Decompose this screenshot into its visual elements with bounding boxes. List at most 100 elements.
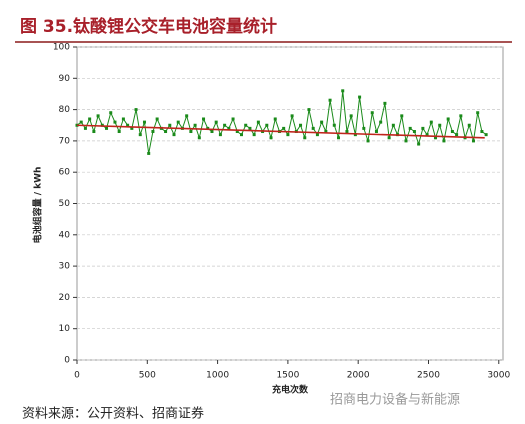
y-tick-label: 30 bbox=[59, 262, 71, 272]
data-point bbox=[421, 126, 425, 130]
y-tick-label: 10 bbox=[59, 324, 71, 334]
series-line bbox=[76, 124, 485, 139]
data-point bbox=[130, 126, 134, 130]
y-tick-label: 0 bbox=[64, 356, 70, 366]
data-point bbox=[471, 139, 475, 143]
data-point bbox=[134, 108, 138, 112]
watermark: 招商电力设备与新能源 bbox=[330, 392, 460, 408]
data-point bbox=[138, 133, 142, 137]
data-point bbox=[434, 136, 438, 140]
data-point bbox=[303, 136, 307, 140]
data-point bbox=[147, 151, 151, 155]
data-point bbox=[429, 120, 433, 124]
x-tick-label: 500 bbox=[139, 371, 156, 381]
data-point bbox=[337, 136, 341, 140]
x-tick-label: 1000 bbox=[206, 371, 229, 381]
data-point bbox=[92, 130, 96, 134]
data-point bbox=[239, 133, 243, 137]
y-tick-label: 80 bbox=[59, 105, 71, 115]
data-point bbox=[185, 114, 189, 118]
data-point bbox=[286, 133, 290, 137]
data-point bbox=[83, 126, 87, 130]
data-point bbox=[290, 114, 294, 118]
data-point bbox=[391, 123, 395, 127]
data-point bbox=[151, 130, 155, 134]
data-point bbox=[425, 133, 429, 137]
data-point bbox=[96, 114, 100, 118]
data-point bbox=[168, 123, 172, 127]
data-point bbox=[408, 126, 412, 130]
y-tick-label: 100 bbox=[53, 43, 70, 53]
x-tick-label: 2000 bbox=[347, 371, 370, 381]
data-point bbox=[345, 130, 349, 134]
data-point bbox=[202, 117, 206, 121]
y-tick-label: 20 bbox=[59, 293, 71, 303]
data-point bbox=[358, 95, 362, 99]
data-point bbox=[446, 117, 450, 121]
data-point bbox=[126, 123, 130, 127]
data-point bbox=[273, 117, 277, 121]
data-point bbox=[324, 130, 328, 134]
data-point bbox=[328, 98, 332, 102]
data-point bbox=[193, 123, 197, 127]
data-point bbox=[311, 126, 315, 130]
data-point bbox=[265, 123, 269, 127]
data-point bbox=[109, 111, 113, 115]
data-point bbox=[332, 123, 336, 127]
data-point bbox=[383, 101, 387, 105]
data-point bbox=[282, 126, 286, 130]
data-point bbox=[374, 130, 378, 134]
data-point bbox=[442, 139, 446, 143]
y-tick-label: 70 bbox=[59, 136, 71, 146]
data-point bbox=[379, 120, 383, 124]
y-axis-label: 电池组容量 / kWh bbox=[32, 167, 44, 244]
data-point bbox=[349, 114, 353, 118]
data-point bbox=[244, 123, 248, 127]
data-point bbox=[467, 123, 471, 127]
data-point bbox=[320, 120, 324, 124]
data-point bbox=[353, 133, 357, 137]
data-point bbox=[412, 130, 416, 134]
y-tick-label: 50 bbox=[59, 199, 71, 209]
y-tick-label: 40 bbox=[59, 230, 71, 240]
data-point bbox=[269, 136, 273, 140]
data-point bbox=[176, 120, 180, 124]
data-point bbox=[142, 120, 146, 124]
data-point bbox=[248, 126, 252, 130]
data-point bbox=[117, 130, 121, 134]
data-point bbox=[164, 130, 168, 134]
data-point bbox=[256, 120, 260, 124]
y-tick-label: 90 bbox=[59, 74, 71, 84]
data-point bbox=[235, 130, 239, 134]
data-point bbox=[370, 111, 374, 115]
source-note: 资料来源：公开资料、招商证券 bbox=[22, 406, 204, 422]
x-tick-label: 2500 bbox=[417, 371, 440, 381]
data-point bbox=[459, 114, 463, 118]
data-point bbox=[400, 114, 404, 118]
data-point bbox=[366, 139, 370, 143]
data-point bbox=[155, 117, 159, 121]
data-point bbox=[218, 133, 222, 137]
data-point bbox=[223, 123, 227, 127]
data-point bbox=[105, 126, 109, 130]
data-point bbox=[88, 117, 92, 121]
data-point bbox=[307, 108, 311, 112]
chart-title: 图 35.钛酸锂公交车电池容量统计 bbox=[20, 16, 277, 37]
data-point bbox=[387, 136, 391, 140]
data-point bbox=[455, 133, 459, 137]
data-point bbox=[315, 133, 319, 137]
data-point bbox=[480, 130, 484, 134]
data-point bbox=[362, 126, 366, 130]
data-point bbox=[450, 130, 454, 134]
data-point bbox=[404, 139, 408, 143]
data-point bbox=[252, 133, 256, 137]
data-point bbox=[197, 136, 201, 140]
x-tick-label: 3000 bbox=[487, 371, 510, 381]
data-point bbox=[121, 117, 125, 121]
data-point bbox=[476, 111, 480, 115]
data-point bbox=[214, 120, 218, 124]
data-point bbox=[417, 142, 421, 146]
y-tick-label: 60 bbox=[59, 168, 71, 178]
data-point bbox=[227, 126, 231, 130]
